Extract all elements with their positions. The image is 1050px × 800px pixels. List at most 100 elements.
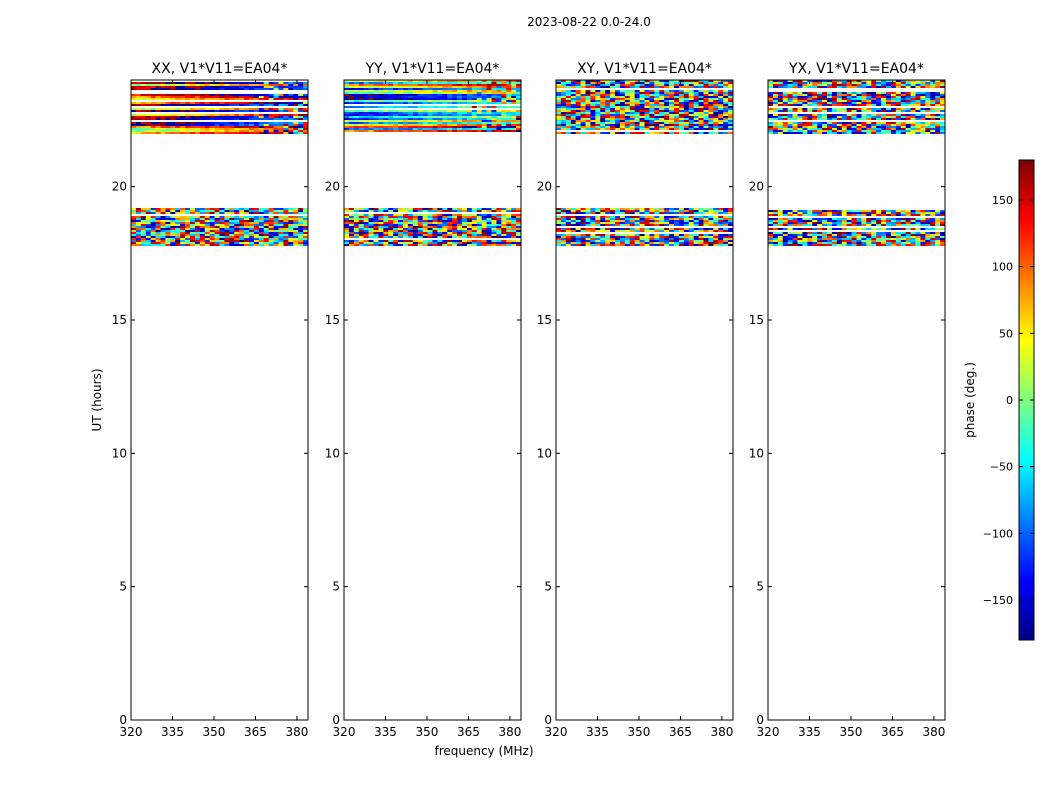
heatmap-cell bbox=[797, 212, 803, 214]
heatmap-cell bbox=[199, 242, 206, 244]
heatmap-cell bbox=[580, 84, 586, 86]
heatmap-cell bbox=[644, 208, 650, 210]
heatmap-cell bbox=[170, 228, 176, 230]
heatmap-cell bbox=[708, 112, 714, 114]
heatmap-cell bbox=[348, 86, 355, 88]
heatmap-cell bbox=[383, 210, 389, 212]
heatmap-cell bbox=[856, 238, 862, 240]
heatmap-cell bbox=[708, 132, 714, 134]
heatmap-cell bbox=[283, 240, 289, 242]
heatmap-cell bbox=[288, 242, 294, 244]
heatmap-cell bbox=[155, 210, 161, 212]
heatmap-cell bbox=[895, 232, 902, 234]
heatmap-cell bbox=[150, 242, 156, 244]
heatmap-cell bbox=[427, 130, 433, 132]
heatmap-cell bbox=[368, 122, 374, 124]
heatmap-cell bbox=[703, 238, 709, 240]
heatmap-cell bbox=[398, 214, 404, 216]
heatmap-cell bbox=[344, 100, 350, 102]
heatmap-cell bbox=[664, 122, 670, 124]
heatmap-cell bbox=[486, 130, 492, 132]
heatmap-cell bbox=[145, 94, 151, 96]
heatmap-cell bbox=[768, 210, 774, 212]
heatmap-cell bbox=[516, 100, 522, 102]
heatmap-cell bbox=[373, 110, 379, 112]
heatmap-cell bbox=[841, 218, 847, 220]
heatmap-cell bbox=[703, 120, 709, 122]
heatmap-cell bbox=[624, 106, 631, 108]
heatmap-cell bbox=[476, 232, 482, 234]
heatmap-cell bbox=[560, 106, 567, 108]
heatmap-cell bbox=[175, 224, 181, 226]
heatmap-cell bbox=[155, 240, 161, 242]
heatmap-cell bbox=[145, 86, 151, 88]
heatmap-cell bbox=[772, 218, 779, 220]
heatmap-cell bbox=[777, 244, 784, 246]
heatmap-cell bbox=[263, 210, 269, 212]
heatmap-cell bbox=[214, 130, 220, 132]
heatmap-cell bbox=[476, 116, 482, 118]
heatmap-cell bbox=[556, 124, 562, 126]
heatmap-cell bbox=[471, 234, 478, 236]
heatmap-cell bbox=[817, 210, 823, 212]
heatmap-cell bbox=[427, 230, 433, 232]
heatmap-cell bbox=[273, 236, 279, 238]
heatmap-cell bbox=[639, 208, 645, 210]
heatmap-cell bbox=[348, 82, 355, 84]
heatmap-cell bbox=[787, 218, 793, 220]
heatmap-cell bbox=[600, 220, 606, 222]
heatmap-cell bbox=[476, 234, 482, 236]
heatmap-cell bbox=[506, 110, 512, 112]
heatmap-cell bbox=[560, 122, 567, 124]
heatmap-cell bbox=[664, 220, 670, 222]
heatmap-cell bbox=[678, 80, 685, 82]
heatmap-cell bbox=[273, 82, 279, 84]
x-tick-label: 380 bbox=[710, 725, 733, 739]
heatmap-cell bbox=[905, 220, 911, 222]
heatmap-cell bbox=[693, 118, 699, 120]
heatmap-cell bbox=[229, 116, 235, 118]
heatmap-cell bbox=[190, 82, 196, 84]
heatmap-cell bbox=[629, 80, 635, 82]
heatmap-cell bbox=[772, 80, 779, 82]
heatmap-cell bbox=[452, 230, 458, 232]
heatmap-cell bbox=[861, 228, 867, 230]
heatmap-cell bbox=[417, 208, 423, 210]
heatmap-cell bbox=[209, 242, 215, 244]
heatmap-cell bbox=[728, 112, 734, 114]
heatmap-cell bbox=[910, 80, 916, 82]
heatmap-cell bbox=[209, 110, 215, 112]
heatmap-cell bbox=[787, 220, 793, 222]
heatmap-cell bbox=[229, 212, 235, 214]
heatmap-cell bbox=[288, 222, 294, 224]
heatmap-cell bbox=[861, 242, 867, 244]
heatmap-cell bbox=[674, 242, 680, 244]
heatmap-cell bbox=[344, 228, 350, 230]
heatmap-cell bbox=[278, 84, 284, 86]
heatmap-cell bbox=[437, 236, 443, 238]
heatmap-cell bbox=[170, 216, 176, 218]
heatmap-cell bbox=[787, 214, 793, 216]
heatmap-cell bbox=[194, 238, 201, 240]
heatmap-cell bbox=[398, 218, 404, 220]
heatmap-cell bbox=[708, 230, 714, 232]
heatmap-cell bbox=[595, 242, 601, 244]
heatmap-cell bbox=[812, 212, 818, 214]
heatmap-cell bbox=[353, 90, 360, 92]
heatmap-cell bbox=[165, 208, 171, 210]
heatmap-cell bbox=[412, 220, 419, 222]
heatmap-cell bbox=[575, 80, 581, 82]
heatmap-cell bbox=[244, 124, 250, 126]
heatmap-cell bbox=[560, 90, 567, 92]
heatmap-cell bbox=[353, 234, 360, 236]
heatmap-cell bbox=[209, 218, 215, 220]
heatmap-cell bbox=[298, 96, 304, 98]
heatmap-cell bbox=[713, 82, 719, 84]
heatmap-cell bbox=[501, 102, 507, 104]
heatmap-cell bbox=[258, 122, 265, 124]
heatmap-cell bbox=[659, 80, 665, 82]
heatmap-cell bbox=[442, 220, 448, 222]
heatmap-cell bbox=[373, 106, 379, 108]
heatmap-cell bbox=[462, 236, 468, 238]
heatmap-cell bbox=[575, 96, 581, 98]
